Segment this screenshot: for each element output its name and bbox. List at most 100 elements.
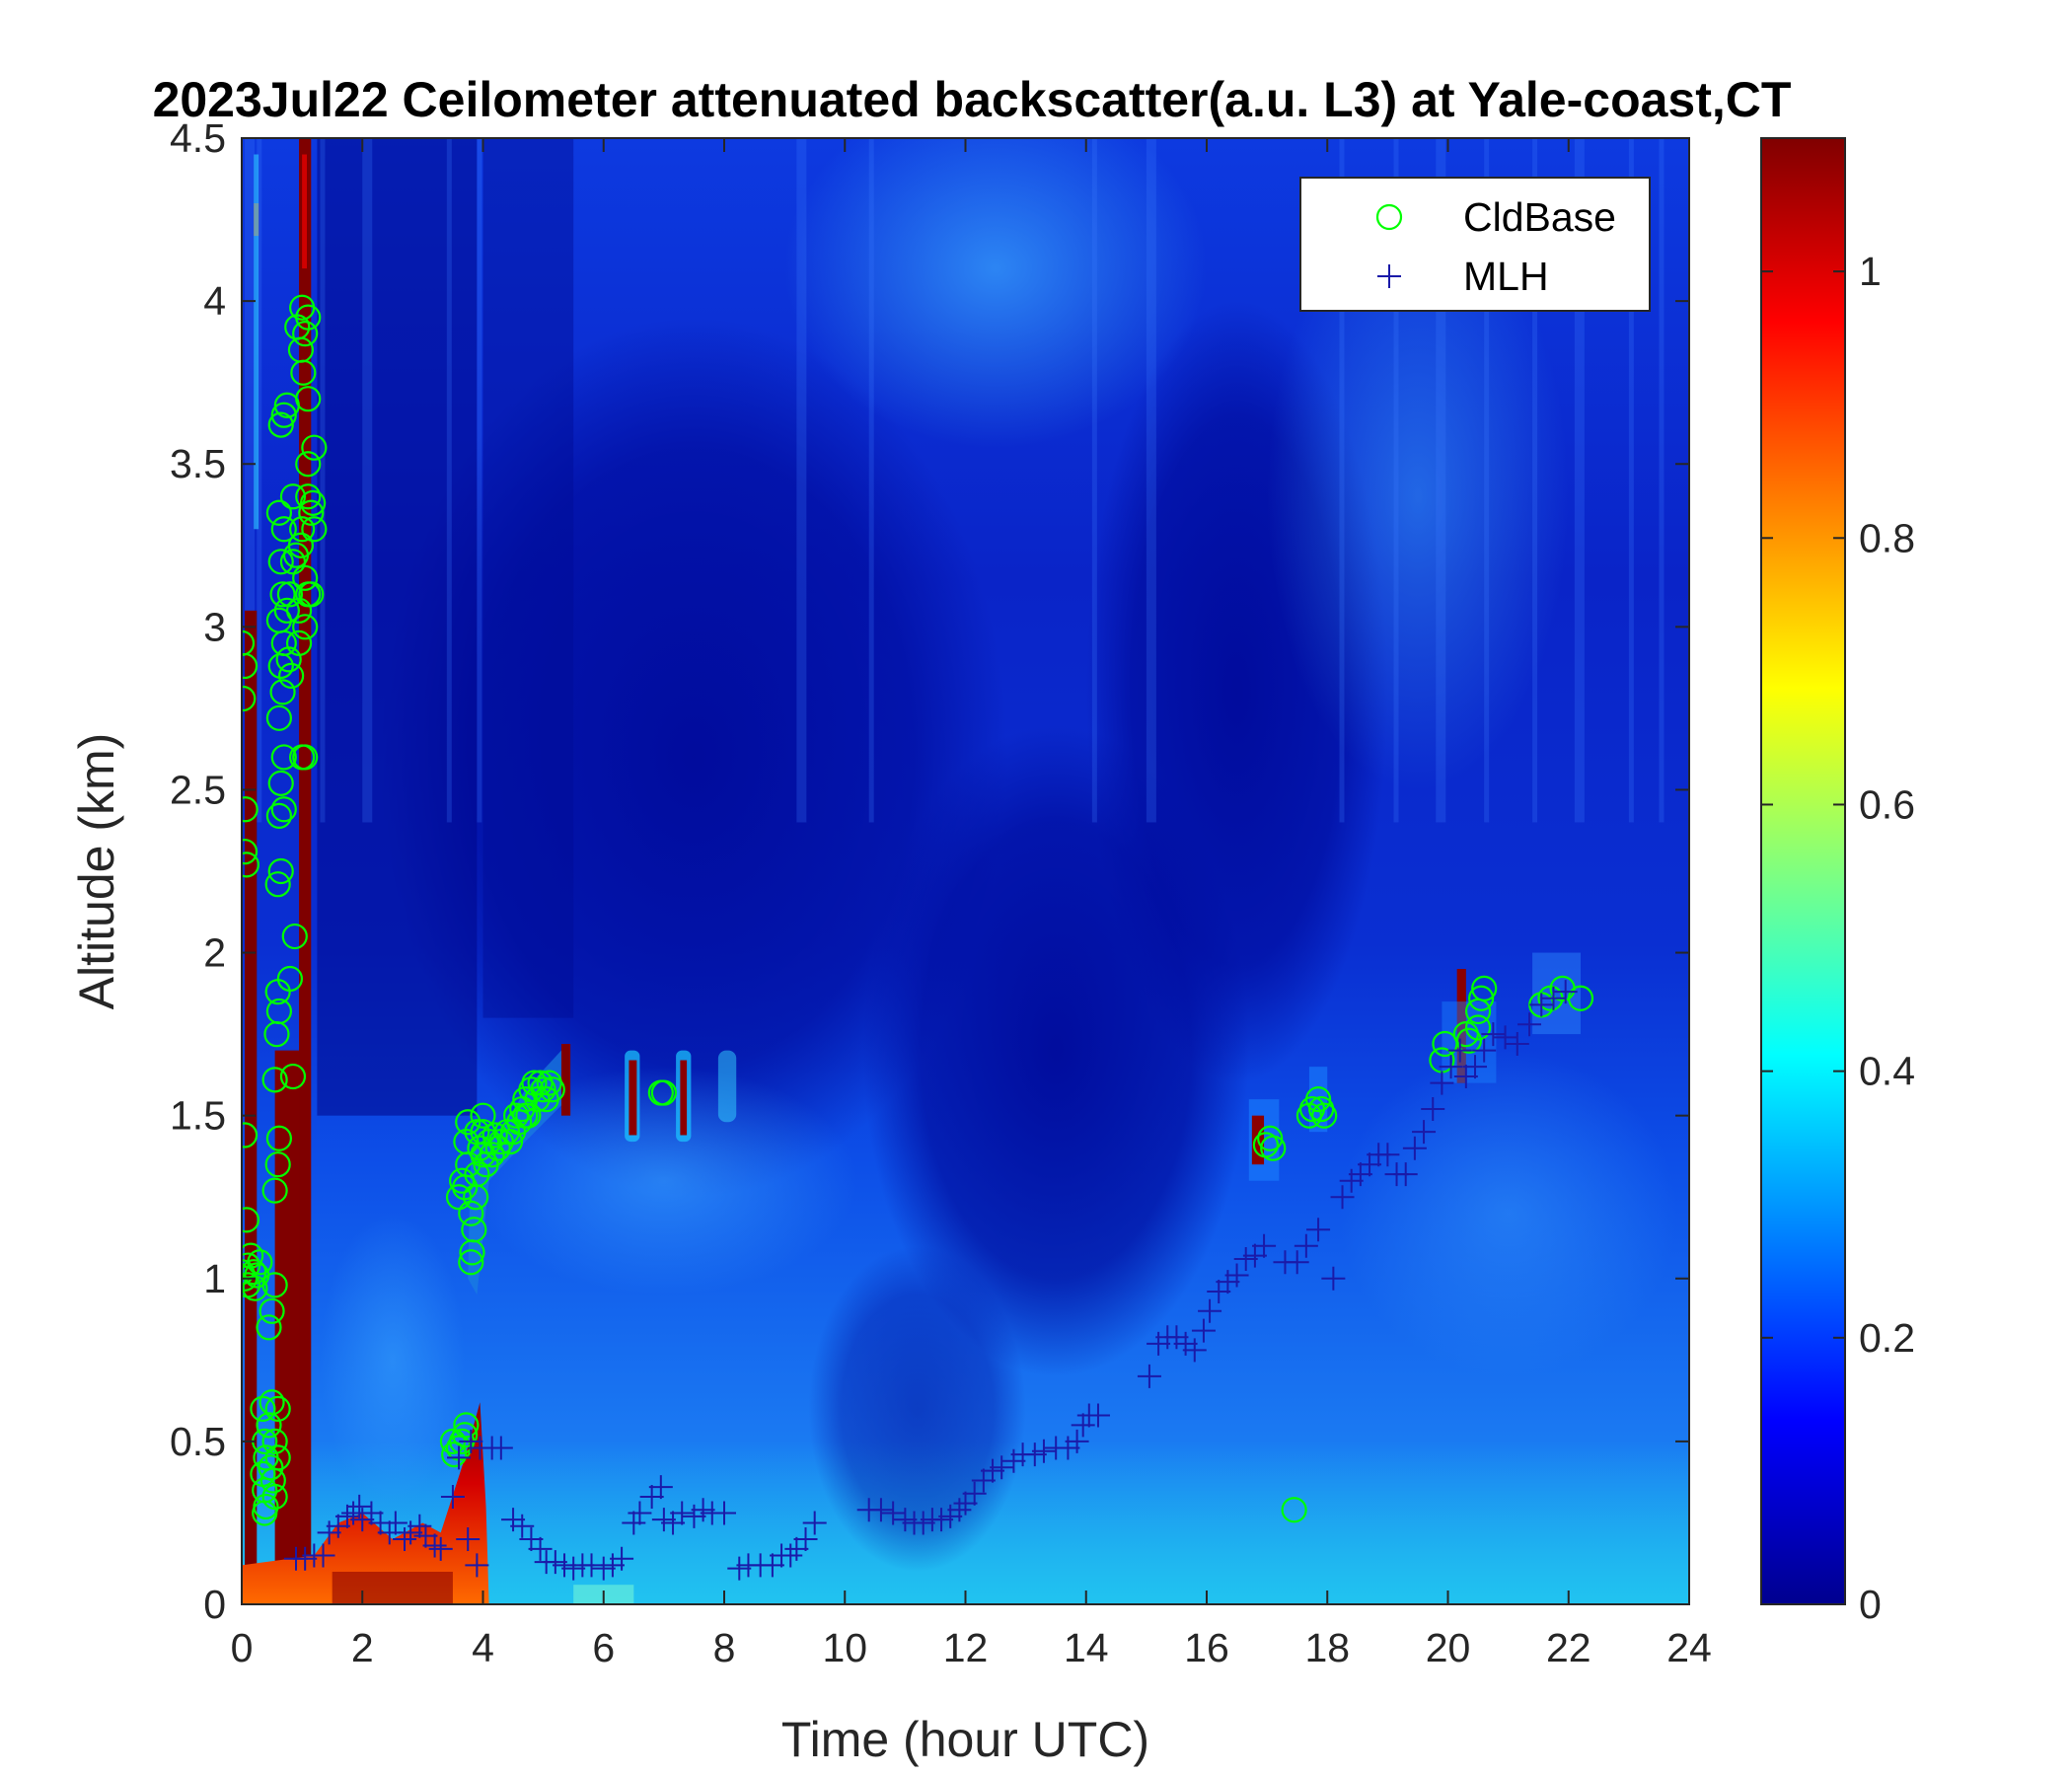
cldbase-marker: [292, 564, 319, 591]
backscatter-streak: [1532, 138, 1538, 823]
cldbase-marker: [441, 1441, 468, 1468]
backscatter-streak: [1146, 138, 1156, 823]
mlh-marker: [691, 1498, 715, 1522]
x-tick-label: 24: [1666, 1625, 1712, 1670]
mlh-marker: [947, 1498, 972, 1522]
cldbase-marker: [292, 744, 319, 771]
mlh-marker: [1330, 1185, 1355, 1210]
cldbase-marker: [242, 1207, 259, 1233]
cldbase-marker: [276, 581, 303, 608]
cldbase-marker: [267, 857, 294, 885]
elevated-aerosol-patch: [784, 138, 1207, 448]
mlh-marker: [347, 1494, 372, 1518]
chart-title: 2023Jul22 Ceilometer attenuated backscat…: [153, 72, 1792, 127]
cldbase-marker: [300, 489, 327, 516]
mlh-marker: [465, 1553, 489, 1578]
cldbase-marker: [267, 411, 294, 438]
cldbase-marker: [250, 1395, 276, 1422]
x-tick-label: 22: [1546, 1625, 1591, 1670]
mlh-marker: [778, 1543, 803, 1568]
mlh-marker: [1147, 1331, 1171, 1356]
mlh-marker: [407, 1514, 432, 1538]
mlh-marker: [1412, 1120, 1437, 1145]
low-backscatter-region: [808, 1245, 1026, 1572]
x-tick-label: 18: [1304, 1625, 1350, 1670]
mlh-marker: [981, 1458, 1005, 1483]
mlh-marker: [727, 1556, 752, 1581]
cldbase-marker: [264, 1395, 291, 1422]
mlh-marker: [1071, 1413, 1095, 1438]
legend-cldbase-marker: [1375, 203, 1403, 231]
x-tick-label: 4: [472, 1625, 494, 1670]
mlh-marker: [639, 1485, 664, 1510]
backscatter-streak: [362, 138, 373, 823]
mlh-marker: [651, 1508, 676, 1532]
cldbase-marker: [269, 581, 296, 608]
data-markers: [242, 294, 1594, 1581]
mlh-marker: [1182, 1338, 1207, 1363]
mlh-marker: [456, 1526, 481, 1551]
cldbase-marker: [1260, 1135, 1287, 1161]
mlh-marker: [1421, 1097, 1445, 1122]
backscatter-streak: [320, 138, 326, 823]
surface-aerosol-layer: [332, 1571, 453, 1604]
cldbase-marker: [281, 923, 308, 950]
x-tick-label: 12: [943, 1625, 989, 1670]
backscatter-streak: [477, 138, 482, 823]
cldbase-marker: [461, 1217, 487, 1243]
colorbar: 0 0.2 0.4 0.6 0.8 1: [1760, 137, 1915, 1627]
colorbar-tick-label: 0: [1859, 1582, 1882, 1627]
mlh-marker: [383, 1511, 407, 1535]
low-backscatter-region: [380, 317, 1008, 1198]
mlh-marker: [648, 1475, 673, 1500]
cldbase-marker: [458, 1200, 484, 1226]
cldbase-marker: [247, 1249, 273, 1276]
backscatter-streak: [1091, 138, 1097, 823]
mlh-marker: [1358, 1152, 1382, 1177]
mlh-marker: [1517, 1012, 1542, 1037]
mlh-marker: [1056, 1436, 1080, 1460]
backscatter-heatmap: [242, 138, 1689, 1604]
mlh-marker: [1191, 1318, 1216, 1343]
y-tick-label: 4: [203, 278, 226, 324]
mlh-marker: [519, 1526, 544, 1551]
cloud-blip: [717, 1050, 737, 1123]
mlh-marker: [929, 1508, 954, 1532]
cldbase-marker: [292, 614, 319, 640]
mlh-marker: [1339, 1168, 1364, 1193]
cldbase-marker: [276, 965, 303, 993]
mlh-marker: [359, 1501, 384, 1525]
mlh-marker: [1294, 1233, 1318, 1258]
mlh-marker: [1430, 1071, 1454, 1095]
mlh-marker: [1233, 1246, 1258, 1271]
cldbase-marker: [267, 770, 294, 796]
mlh-marker: [1529, 993, 1554, 1017]
backscatter-streak: [868, 138, 874, 823]
mlh-marker: [1085, 1403, 1110, 1428]
cldbase-marker: [1281, 1497, 1307, 1523]
MLH-series: [284, 980, 1578, 1581]
cldbase-marker: [261, 1428, 288, 1454]
y-tick-label: 4.5: [170, 115, 226, 161]
mlh-marker: [1447, 1038, 1472, 1063]
backscatter-streak: [1339, 138, 1345, 823]
cldbase-marker: [242, 652, 259, 680]
mlh-marker: [712, 1501, 736, 1525]
mlh-marker: [802, 1511, 827, 1535]
cldbase-marker: [464, 1119, 490, 1146]
mlh-marker: [1242, 1243, 1267, 1268]
mlh-marker: [628, 1501, 652, 1525]
cldbase-marker: [1468, 985, 1495, 1011]
legend-mlh-marker: [1377, 264, 1401, 288]
elevated-aerosol-patch: [320, 1213, 466, 1507]
cldbase-marker: [273, 597, 300, 624]
x-tick-label: 2: [351, 1625, 374, 1670]
backscatter-streak: [1574, 138, 1585, 823]
cldbase-marker: [1257, 1125, 1284, 1151]
cldbase-marker: [289, 516, 316, 543]
cldbase-marker: [267, 549, 294, 575]
backscatter-streak: [1659, 138, 1665, 823]
cldbase-marker: [270, 744, 297, 771]
cldbase-marker: [458, 1249, 484, 1276]
y-tick-label: 0.5: [170, 1419, 226, 1464]
